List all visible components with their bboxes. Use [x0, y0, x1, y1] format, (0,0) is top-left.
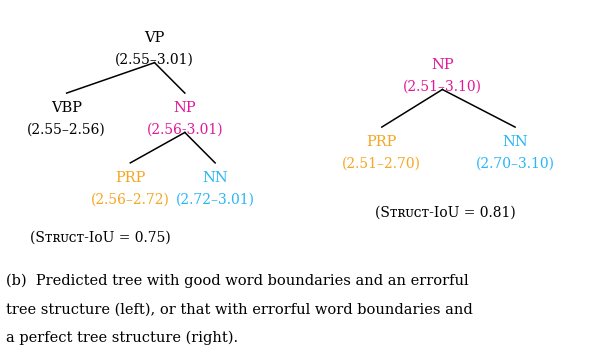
- Text: PRP: PRP: [115, 171, 145, 185]
- Text: NP: NP: [173, 101, 196, 115]
- Text: NP: NP: [431, 58, 454, 72]
- Text: (2.55–3.01): (2.55–3.01): [115, 53, 194, 67]
- Text: (2.70–3.10): (2.70–3.10): [476, 156, 554, 171]
- Text: NN: NN: [502, 135, 528, 149]
- Text: PRP: PRP: [367, 135, 397, 149]
- Text: (b)  Predicted tree with good word boundaries and an errorful: (b) Predicted tree with good word bounda…: [6, 274, 468, 288]
- Text: (2.56–2.72): (2.56–2.72): [91, 192, 170, 207]
- Text: NN: NN: [202, 171, 228, 185]
- Text: (Sᴛʀᴜᴄᴛ-IoU = 0.75): (Sᴛʀᴜᴄᴛ-IoU = 0.75): [30, 231, 170, 245]
- Text: (2.56-3.01): (2.56-3.01): [147, 122, 223, 137]
- Text: VP: VP: [144, 31, 165, 45]
- Text: (Sᴛʀᴜᴄᴛ-IoU = 0.81): (Sᴛʀᴜᴄᴛ-IoU = 0.81): [375, 206, 516, 220]
- Text: VBP: VBP: [51, 101, 82, 115]
- Text: (2.51–3.10): (2.51–3.10): [403, 79, 482, 94]
- Text: a perfect tree structure (right).: a perfect tree structure (right).: [6, 331, 238, 345]
- Text: (2.55–2.56): (2.55–2.56): [27, 122, 106, 137]
- Text: (2.51–2.70): (2.51–2.70): [342, 156, 421, 171]
- Text: tree structure (left), or that with errorful word boundaries and: tree structure (left), or that with erro…: [6, 303, 473, 317]
- Text: (2.72–3.01): (2.72–3.01): [176, 192, 255, 207]
